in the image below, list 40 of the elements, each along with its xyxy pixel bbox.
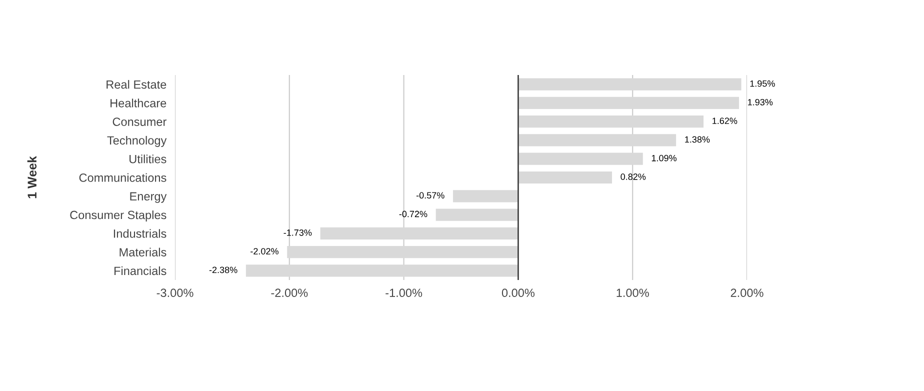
data-label: 1.62% (712, 118, 738, 124)
data-label: 0.82% (620, 174, 646, 180)
bar (436, 208, 518, 221)
y-tick-label: Energy (130, 192, 167, 203)
y-tick-label: Real Estate (106, 80, 166, 89)
y-tick-label: Industrials (114, 229, 166, 238)
data-label: 1.09% (652, 154, 677, 162)
y-tick-label: Communications (79, 173, 166, 182)
y-axis-title: 1 Week (27, 156, 37, 198)
y-tick-label: Materials (120, 248, 166, 256)
x-tick-label: -1.00% (386, 288, 422, 298)
y-tick-label: Financials (114, 266, 166, 276)
data-label: -2.38% (209, 266, 238, 274)
x-tick-label: -3.00% (156, 288, 194, 298)
bar (518, 78, 742, 90)
data-label: -1.73% (284, 229, 312, 236)
bar (518, 171, 612, 184)
bar (518, 116, 704, 128)
bar (246, 264, 518, 277)
y-tick-label: Consumer (112, 118, 166, 126)
bar (452, 190, 518, 202)
bar (320, 227, 518, 240)
bar (287, 246, 518, 258)
x-tick-label: 1.00% (616, 288, 649, 298)
y-tick-label: Technology (107, 136, 167, 147)
y-tick-label: Consumer Staples (70, 210, 166, 222)
y-tick-label: Healthcare (110, 98, 166, 108)
x-tick-label: -2.00% (271, 288, 308, 298)
y-tick-label: Utilities (130, 154, 166, 164)
data-label: 1.38% (685, 136, 710, 143)
data-label: -0.57% (416, 192, 444, 199)
bar (518, 96, 739, 110)
data-label: -0.72% (399, 210, 428, 218)
bar (518, 152, 643, 165)
data-label: 1.93% (748, 98, 773, 106)
x-tick-label: 0.00% (502, 288, 535, 298)
bar (518, 134, 676, 146)
data-label: 1.95% (750, 80, 775, 87)
data-label: -2.02% (250, 248, 278, 254)
x-tick-label: 2.00% (730, 288, 764, 298)
